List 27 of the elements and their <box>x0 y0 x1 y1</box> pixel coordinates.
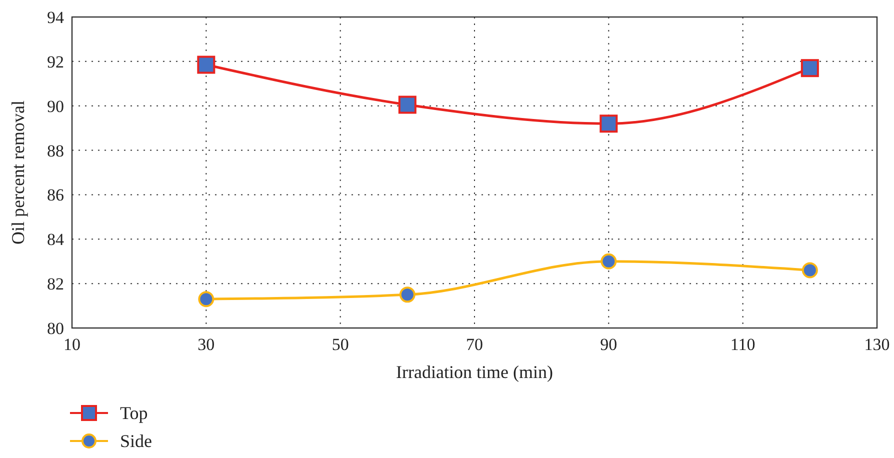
x-tick-label: 70 <box>466 335 483 354</box>
point <box>800 59 819 78</box>
legend-label: Side <box>120 431 152 451</box>
y-tick-label: 90 <box>47 96 64 116</box>
x-tick-label: 130 <box>864 335 890 354</box>
y-axis-title: Oil percent removal <box>8 100 28 244</box>
y-tick-label: 94 <box>47 8 64 27</box>
y-tick-label: 92 <box>47 52 64 72</box>
x-tick-label: 30 <box>198 335 215 354</box>
point <box>399 286 416 303</box>
y-tick-label: 86 <box>47 186 64 205</box>
legend-label: Top <box>120 403 148 423</box>
y-tick-label: 84 <box>47 230 64 250</box>
y-tick-label: 88 <box>47 141 64 160</box>
point <box>197 56 216 74</box>
x-tick-label: 110 <box>730 335 756 354</box>
x-tick-label: 50 <box>332 335 349 354</box>
point <box>398 96 416 114</box>
point <box>600 114 618 133</box>
x-tick-label: 10 <box>64 335 80 354</box>
point <box>802 262 818 278</box>
y-tick-label: 82 <box>47 274 64 294</box>
point <box>600 253 617 270</box>
y-tick-label: 80 <box>47 319 64 338</box>
x-tick-label: 90 <box>600 335 618 354</box>
point <box>198 291 214 308</box>
x-axis-title: Irradiation time (min) <box>396 362 553 382</box>
